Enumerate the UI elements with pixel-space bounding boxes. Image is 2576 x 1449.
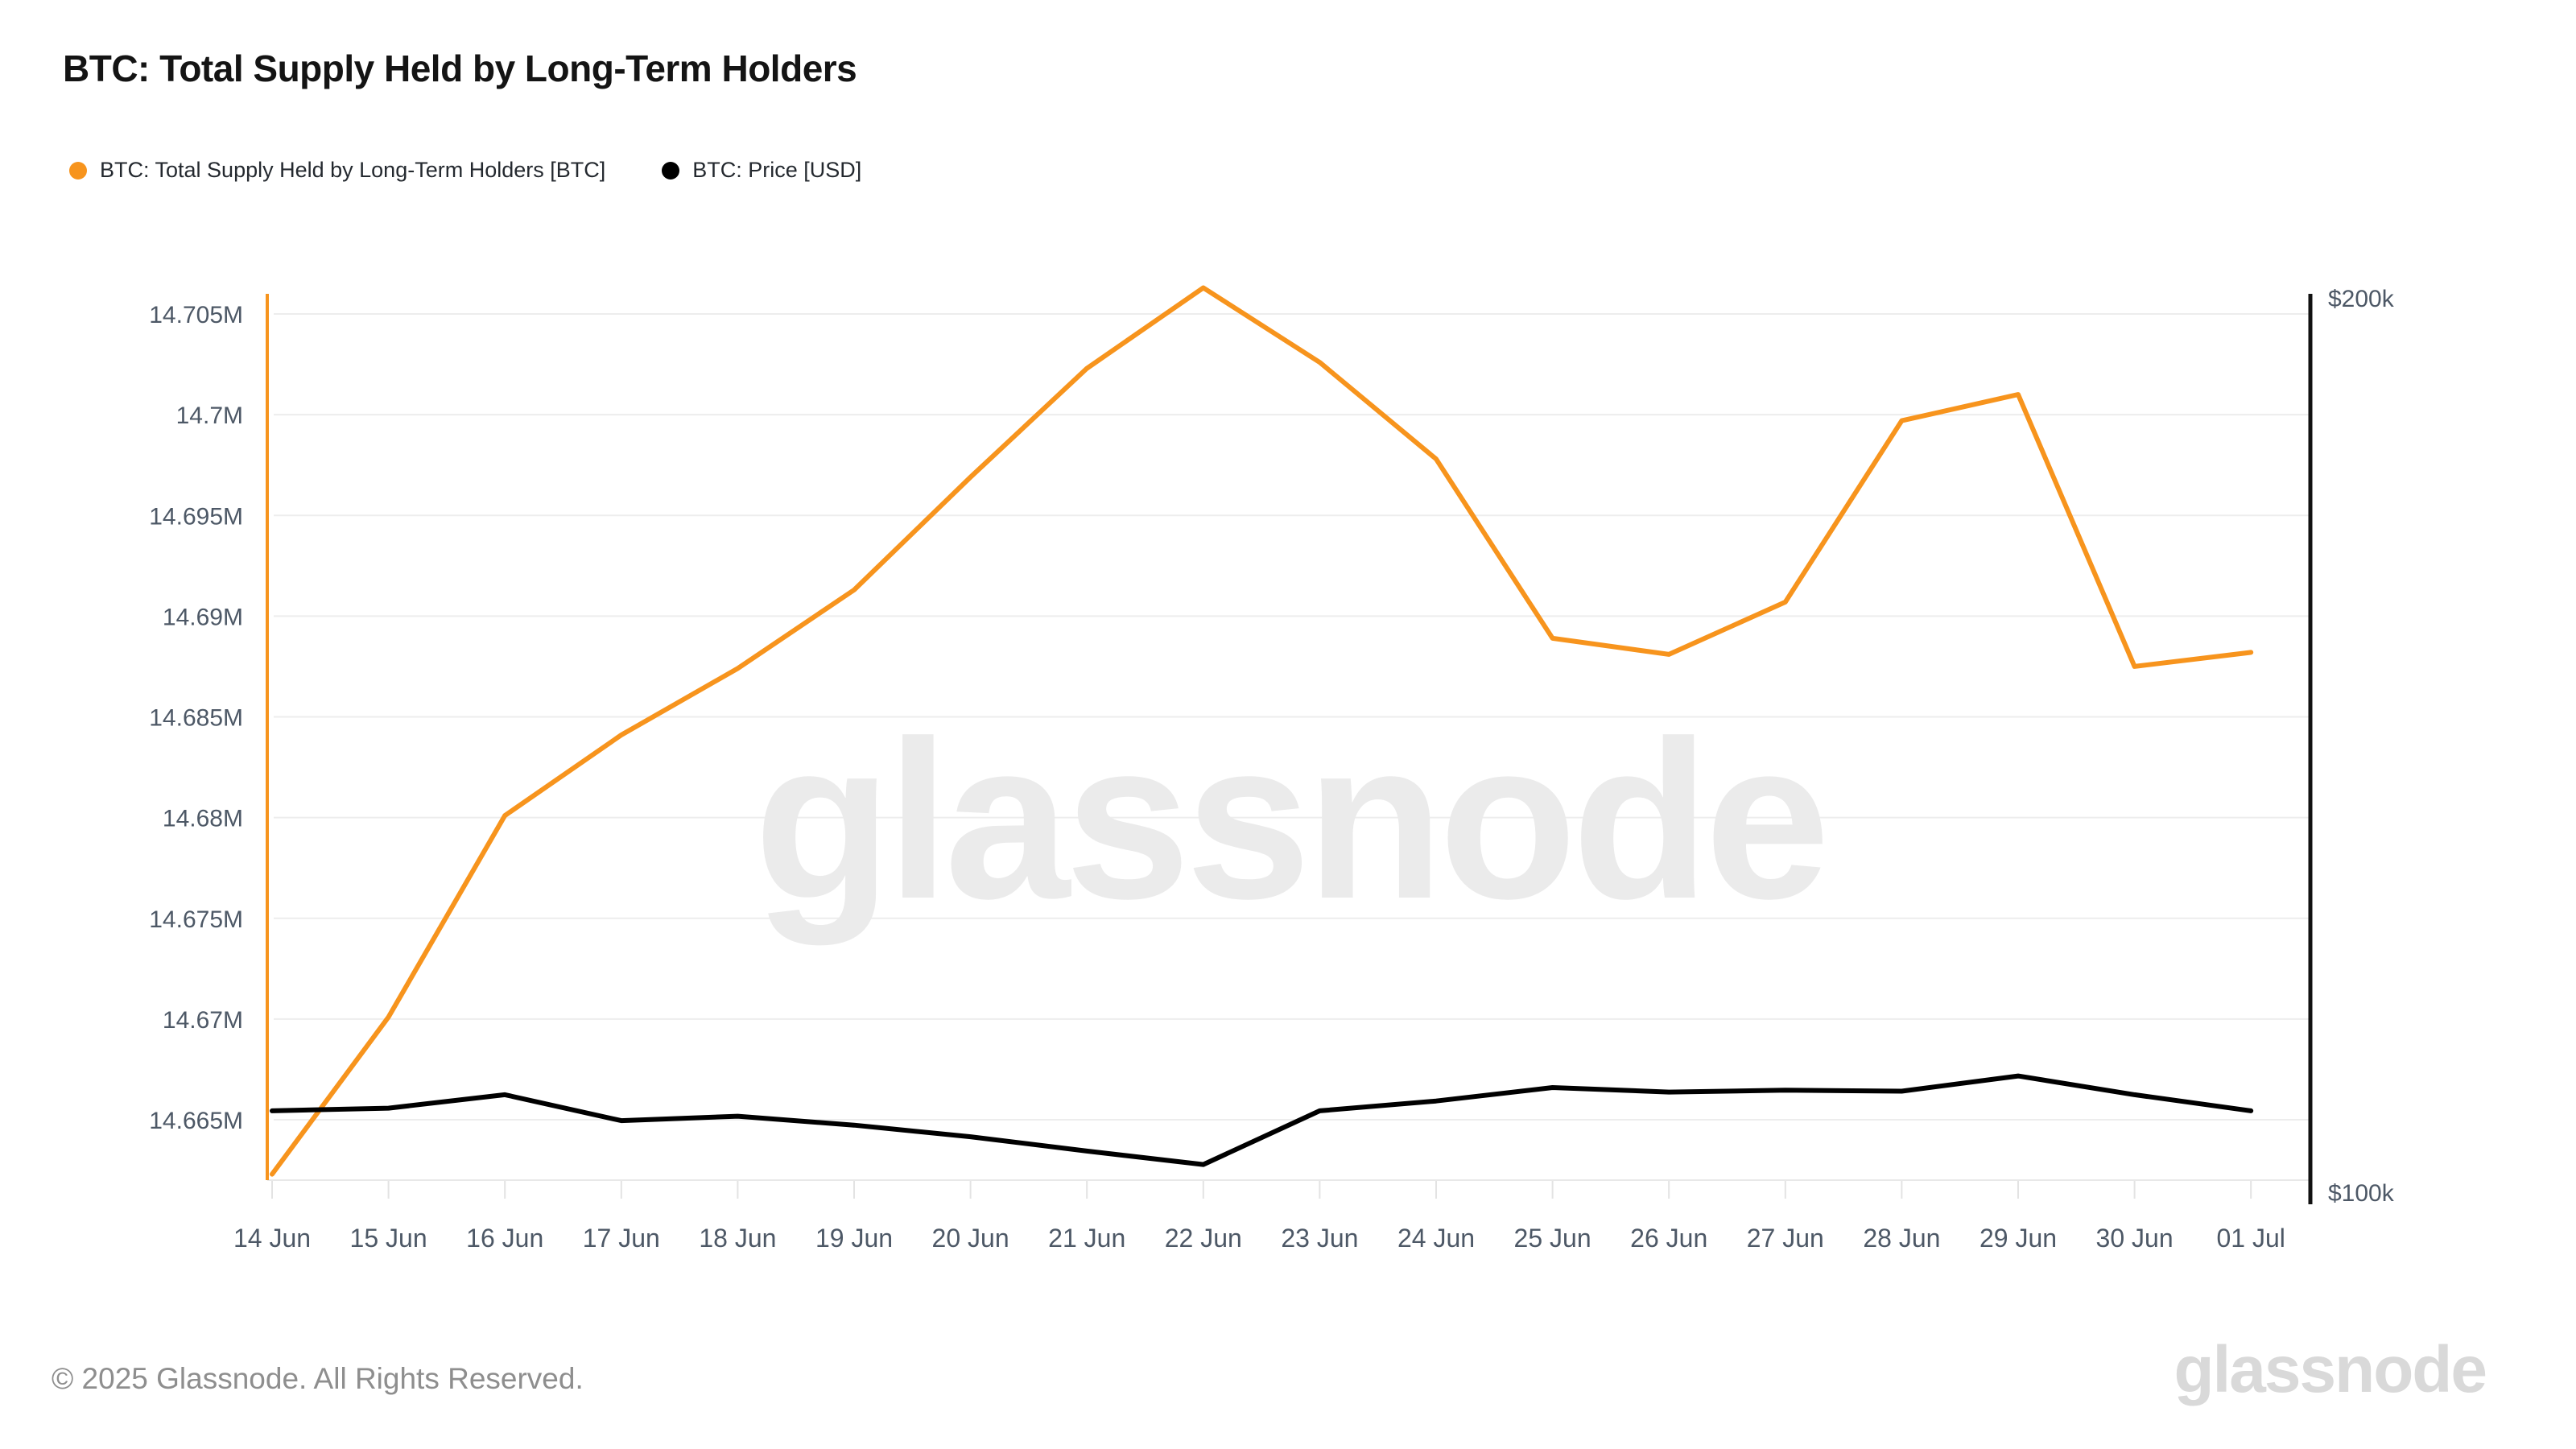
copyright-text: © 2025 Glassnode. All Rights Reserved. — [52, 1362, 584, 1395]
x-axis-label: 27 Jun — [1747, 1224, 1824, 1253]
y-axis-label-left: 14.7M — [176, 402, 243, 429]
x-axis-label: 26 Jun — [1630, 1224, 1707, 1253]
chart-legend: BTC: Total Supply Held by Long-Term Hold… — [69, 158, 861, 183]
page-title: BTC: Total Supply Held by Long-Term Hold… — [63, 47, 857, 89]
y-axis-label-left: 14.68M — [163, 806, 243, 832]
x-axis-label: 24 Jun — [1397, 1224, 1475, 1253]
y-axis-label-right: $100k — [2328, 1180, 2395, 1207]
series-line-price — [270, 1073, 2254, 1167]
legend-dot-supply-icon — [69, 161, 87, 180]
legend-dot-price-icon — [662, 161, 680, 180]
series-line-lth-supply — [270, 285, 2254, 1177]
x-axis-label: 25 Jun — [1514, 1224, 1591, 1253]
y-axis-label-left: 14.675M — [149, 906, 243, 933]
y-axis-label-left: 14.69M — [163, 604, 243, 630]
legend-label-supply: BTC: Total Supply Held by Long-Term Hold… — [100, 158, 606, 182]
y-axis-label-left: 14.685M — [149, 705, 243, 732]
legend-item-price[interactable]: BTC: Price [USD] — [662, 158, 861, 183]
y-axis-label-right: $200k — [2328, 286, 2395, 312]
glassnode-watermark: glassnode — [754, 695, 1826, 947]
x-axis-label: 15 Jun — [350, 1224, 427, 1253]
x-axis-label: 14 Jun — [233, 1224, 311, 1253]
x-axis-label: 01 Jul — [2217, 1224, 2285, 1253]
y-axis-label-left: 14.695M — [149, 503, 243, 530]
x-axis-label: 19 Jun — [815, 1224, 893, 1253]
x-axis-label: 17 Jun — [583, 1224, 660, 1253]
x-axis-label: 23 Jun — [1281, 1224, 1358, 1253]
x-axis-label: 21 Jun — [1048, 1224, 1125, 1253]
x-axis-label: 30 Jun — [2096, 1224, 2174, 1253]
legend-item-ltc-supply[interactable]: BTC: Total Supply Held by Long-Term Hold… — [69, 158, 605, 183]
glassnode-logo: glassnode — [2174, 1333, 2487, 1406]
y-axis-label-left: 14.665M — [149, 1108, 243, 1134]
y-axis-label-left: 14.705M — [149, 302, 243, 328]
legend-label-price: BTC: Price [USD] — [692, 158, 862, 182]
y-axis-label-left: 14.67M — [163, 1007, 243, 1034]
x-axis-label: 29 Jun — [1979, 1224, 2057, 1253]
x-axis-label: 18 Jun — [699, 1224, 776, 1253]
x-axis-label: 28 Jun — [1863, 1224, 1940, 1253]
x-axis-label: 16 Jun — [466, 1224, 543, 1253]
x-axis-label: 22 Jun — [1165, 1224, 1242, 1253]
x-axis-label: 20 Jun — [932, 1224, 1009, 1253]
